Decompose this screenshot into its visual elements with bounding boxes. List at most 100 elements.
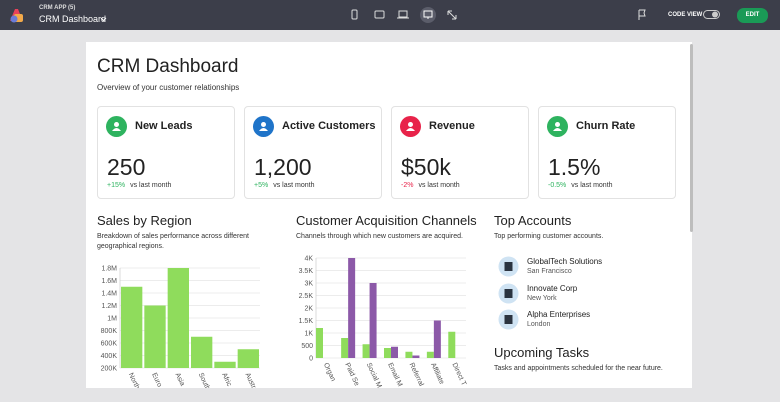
- y-tick-label: 1K: [304, 331, 313, 338]
- y-tick-label: 3.5K: [299, 268, 314, 275]
- card-icon: [253, 116, 274, 137]
- y-tick-label: 1.8M: [101, 266, 117, 273]
- kpi-card: Churn Rate 1.5% -0.5% vs last month: [538, 106, 676, 199]
- x-tick-label: Referral: [408, 362, 425, 388]
- account-location: London: [527, 321, 551, 328]
- bar: [384, 348, 391, 358]
- chart-title-text: Sales by Region: [97, 213, 192, 228]
- card-icon: [106, 116, 127, 137]
- bar: [144, 305, 166, 368]
- bar: [405, 351, 413, 358]
- card-value: 1,200: [254, 154, 312, 180]
- icon-glyph: [504, 288, 513, 298]
- glyph: [112, 128, 121, 131]
- bar: [348, 258, 356, 358]
- code-view-label: CODE VIEW: [668, 12, 703, 18]
- card-title: Churn Rate: [576, 120, 636, 132]
- bar: [167, 268, 189, 368]
- scrollbar[interactable]: [690, 44, 693, 232]
- edit-button[interactable]: EDIT: [737, 8, 768, 23]
- account-location: San Francisco: [527, 268, 572, 275]
- bar: [237, 349, 259, 368]
- y-tick-label: 1.5K: [299, 318, 314, 325]
- card-change: -2%: [401, 182, 414, 189]
- y-tick-label: 1.6M: [101, 278, 117, 285]
- bar: [214, 361, 236, 368]
- page-name[interactable]: CRM Dashboard: [39, 14, 107, 24]
- app-logo[interactable]: [8, 7, 24, 23]
- y-tick-label: 1.2M: [101, 303, 117, 310]
- x-tick-label: Organ: [322, 362, 337, 383]
- page-subtitle: Overview of your customer relationships: [97, 83, 240, 92]
- y-tick-label: 500: [301, 343, 313, 350]
- glyph: [261, 122, 266, 127]
- device-switcher[interactable]: [340, 5, 465, 25]
- x-tick-label: Social M: [365, 362, 383, 388]
- x-tick-label: Paid Se: [343, 362, 360, 387]
- glyph: [406, 128, 415, 131]
- bar: [341, 338, 349, 358]
- card-change: +5%: [254, 182, 269, 189]
- card-title: Active Customers: [282, 120, 376, 132]
- card-title: New Leads: [135, 120, 193, 132]
- card-period: vs last month: [130, 182, 172, 189]
- card-change: -0.5%: [548, 182, 567, 189]
- card-value: 250: [107, 154, 146, 180]
- y-tick-label: 800K: [101, 328, 118, 335]
- y-tick-label: 600K: [101, 341, 118, 348]
- bar: [191, 336, 213, 368]
- app-name: CRM APP (5): [39, 5, 76, 11]
- card-icon-glyph: [553, 122, 562, 131]
- y-tick-label: 0: [309, 356, 313, 363]
- dropdown-icon[interactable]: [100, 17, 107, 22]
- flag-icon[interactable]: [637, 9, 647, 21]
- bar: [362, 344, 370, 358]
- page-title: CRM Dashboard: [97, 56, 239, 77]
- x-tick-label: Direct T: [450, 362, 467, 388]
- glyph: [553, 128, 562, 131]
- account-name: Innovate Corp: [527, 283, 578, 293]
- account-icon: [498, 283, 519, 303]
- accounts-title-text: Top Accounts: [494, 213, 572, 228]
- y-tick-label: 4K: [304, 256, 313, 263]
- chart: 0 500 1K 1.5K 2K 2.5K 3K 3.5K 4K Organ Paid Se Soci…: [299, 256, 468, 389]
- bar: [412, 355, 420, 358]
- card-period: vs last month: [418, 182, 460, 189]
- bar: [426, 351, 434, 358]
- card-icon: [547, 116, 568, 137]
- tasks-title: Upcoming Tasks: [494, 345, 589, 360]
- bar: [391, 346, 398, 358]
- chart-title: Customer Acquisition Channels: [296, 213, 477, 228]
- tasks-title-text: Upcoming Tasks: [494, 345, 590, 360]
- kpi-card: Active Customers 1,200 +5% vs last month: [244, 106, 382, 199]
- bar: [121, 286, 143, 368]
- icon-glyph: [504, 315, 513, 324]
- code-view-toggle[interactable]: [703, 10, 721, 20]
- card-icon-glyph: [112, 122, 121, 131]
- chart: 200K 400K 600K 800K 1M 1.2M 1.4M 1.6M 1.8M North E…: [101, 266, 260, 388]
- card-period: vs last month: [571, 182, 613, 189]
- x-tick-label: Asia: [174, 372, 186, 387]
- x-tick-label: Austr: [244, 372, 258, 388]
- y-tick-label: 1.4M: [101, 291, 117, 298]
- accounts-subtitle: Top performing customer accounts.: [494, 233, 604, 240]
- x-tick-label: Euro: [150, 372, 163, 388]
- card-icon-glyph: [406, 122, 415, 131]
- chart-title: Sales by Region: [97, 213, 192, 228]
- card-value: 1.5%: [548, 154, 601, 180]
- chart-title-text: Customer Acquisition Channels: [296, 213, 477, 228]
- x-tick-label: South: [197, 372, 211, 388]
- kpi-card: New Leads 250 +15% vs last month: [97, 106, 235, 199]
- y-tick-label: 200K: [101, 366, 118, 373]
- glyph: [114, 122, 119, 127]
- bar: [316, 328, 323, 358]
- card-title: Revenue: [429, 120, 475, 132]
- bar: [448, 331, 456, 358]
- accounts-title: Top Accounts: [494, 213, 571, 228]
- y-tick-label: 2.5K: [299, 293, 314, 300]
- card-value: $50k: [401, 154, 451, 180]
- card-change: +15%: [107, 182, 126, 189]
- y-tick-label: 2K: [304, 306, 313, 313]
- card-period: vs last month: [273, 182, 315, 189]
